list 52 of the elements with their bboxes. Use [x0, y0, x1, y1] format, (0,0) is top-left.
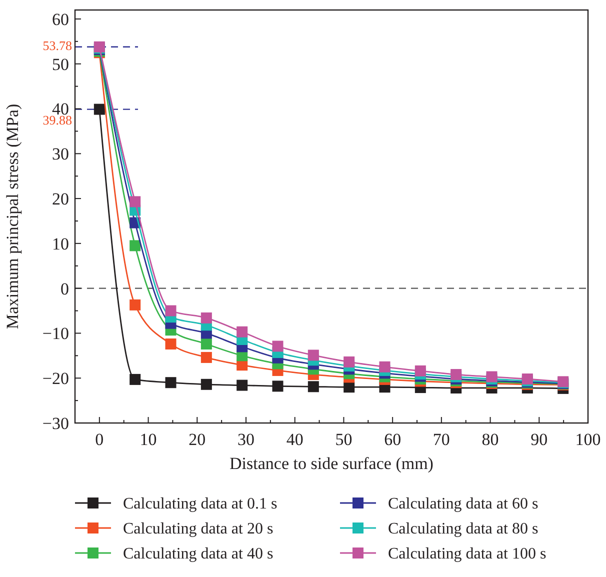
x-tick-label: 20 [188, 430, 206, 449]
legend-label: Calculating data at 60 s [388, 496, 538, 513]
point [236, 326, 248, 338]
point [272, 340, 284, 352]
point [165, 305, 176, 316]
legend-label: Calculating data at 40 s [123, 546, 274, 563]
y-tick-label: 10 [52, 234, 69, 254]
x-tick-label: 60 [384, 430, 402, 449]
y-tick-label: 60 [52, 10, 69, 29]
point [130, 240, 141, 252]
point [200, 338, 212, 350]
point [200, 378, 212, 390]
x-tick-label: 0 [95, 430, 104, 449]
x-tick-label: 10 [140, 430, 157, 449]
y-tick-label: −10 [42, 324, 69, 344]
y-axis-title: Maximum principal stress (MPa) [3, 104, 22, 330]
point [344, 382, 355, 393]
x-tick-label: 50 [335, 430, 352, 449]
ref-line-label: 53.78 [42, 38, 72, 53]
legend-label: Calculating data at 20 s [123, 520, 274, 538]
point [272, 380, 284, 392]
y-tick-label: 50 [52, 54, 69, 74]
y-tick-label: −30 [42, 414, 69, 433]
y-tick-label: 30 [52, 144, 69, 164]
legend-label: Calculating data at 100 s [388, 546, 546, 563]
point [200, 352, 212, 363]
point [379, 361, 390, 372]
x-tick-label: 90 [530, 430, 548, 449]
point [344, 356, 355, 368]
y-tick-label: 20 [52, 189, 69, 208]
point [130, 196, 141, 208]
point [308, 381, 319, 392]
x-tick-label: 40 [286, 430, 304, 449]
point [94, 104, 105, 115]
x-axis-title: Distance to side surface (mm) [230, 454, 434, 473]
point [236, 380, 248, 391]
x-tick-label: 30 [238, 430, 254, 449]
point [414, 365, 426, 376]
x-tick-label: 80 [482, 430, 499, 449]
point [308, 350, 319, 361]
legend-label: Calculating data at 80 s [388, 520, 538, 538]
point [200, 312, 212, 324]
legend-label: Calculating data at 0.1 s [123, 496, 278, 513]
x-tick-label: 100 [575, 430, 601, 449]
y-tick-label: −20 [42, 369, 69, 388]
point [165, 377, 176, 388]
point [486, 371, 498, 382]
x-tick-label: 70 [432, 430, 450, 449]
point [165, 338, 176, 350]
point [130, 374, 141, 385]
point [130, 299, 141, 310]
y-tick-label: 0 [60, 279, 69, 298]
